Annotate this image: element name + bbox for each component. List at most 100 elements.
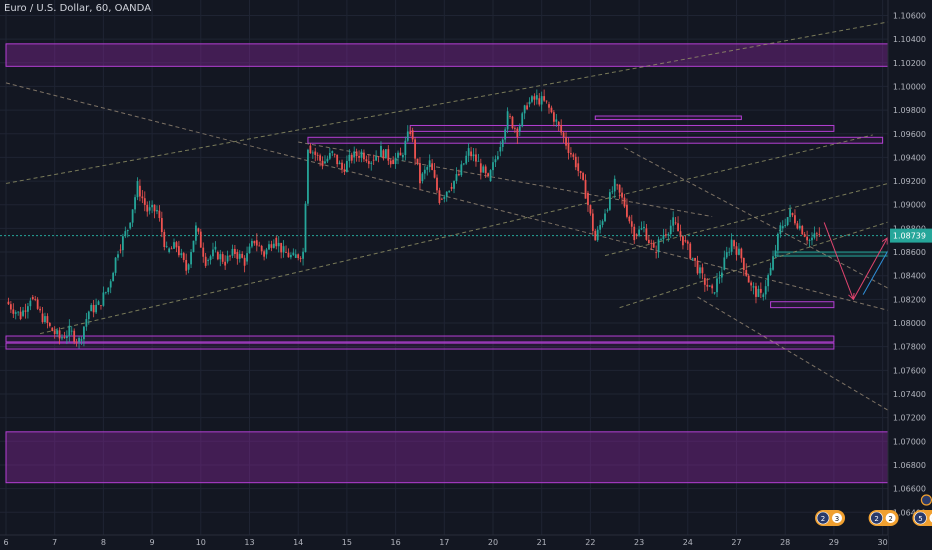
- candle-body: [285, 252, 287, 253]
- candle-body: [326, 158, 329, 162]
- candle-body: [214, 246, 217, 250]
- event-badge-top-icon: [920, 494, 932, 506]
- candle-body: [83, 326, 85, 340]
- candle-body: [170, 248, 173, 250]
- candle-body: [355, 151, 358, 157]
- candle-body: [78, 337, 80, 342]
- candle-body: [158, 210, 161, 219]
- time-tick-label-1: 7: [52, 538, 57, 547]
- candle-body: [638, 229, 640, 236]
- event-badge-text: 2: [821, 515, 825, 523]
- candle-body: [9, 304, 12, 310]
- candle-body: [594, 230, 597, 241]
- candle-body: [268, 244, 270, 250]
- candle-body: [65, 335, 68, 338]
- candle-body: [484, 166, 487, 174]
- support-zone-1: [5, 335, 835, 343]
- candle-body: [794, 215, 796, 224]
- candle-body: [496, 156, 499, 160]
- candle-body: [131, 209, 134, 223]
- candle-body: [48, 322, 51, 326]
- candle-body: [745, 270, 748, 276]
- candle-body: [438, 190, 441, 203]
- candle-body: [570, 152, 572, 155]
- resistance-zone-2: [594, 115, 742, 121]
- candle-body: [643, 226, 645, 229]
- candle-body: [402, 154, 404, 158]
- time-axis: 6 7 8 9 10 13 14 15 16 17 20 21 22 23 24 27 28 29 30: [0, 534, 888, 550]
- candle-body: [467, 148, 470, 156]
- candle-body: [384, 149, 387, 159]
- event-badge-top[interactable]: [920, 494, 932, 506]
- candle-body: [124, 231, 127, 237]
- candle-body: [601, 221, 604, 225]
- candle-body: [672, 217, 675, 226]
- candle-body: [265, 249, 268, 255]
- price-tick-label-11: 1.08400: [893, 272, 926, 281]
- candle-body: [73, 330, 76, 342]
- trend-line-0: [5, 13, 932, 184]
- candle-body: [560, 124, 563, 133]
- candle-body: [85, 319, 88, 327]
- candle-body: [160, 218, 163, 232]
- candle-body: [302, 251, 304, 259]
- support-zone-2: [770, 301, 835, 309]
- candle-body: [241, 253, 244, 258]
- candle-body: [350, 154, 353, 161]
- resistance-zone-1: [307, 136, 884, 144]
- event-badge-flag-icon: [870, 511, 883, 525]
- candle-body: [97, 301, 100, 305]
- candle-body: [238, 253, 241, 259]
- time-tick-label-8: 16: [391, 538, 401, 547]
- candle-body: [119, 249, 122, 251]
- candle-body: [591, 213, 594, 231]
- candle-body: [370, 162, 373, 164]
- candle-body: [80, 339, 83, 341]
- price-tick-label-19: 1.06800: [893, 461, 926, 470]
- candle-body: [652, 243, 655, 248]
- resistance-zone-3: [409, 124, 835, 132]
- candle-body: [608, 192, 611, 210]
- candle-body: [725, 252, 728, 258]
- candle-body: [786, 217, 789, 226]
- event-badges[interactable]: 23225332543: [815, 494, 932, 526]
- time-tick-label-5: 13: [244, 538, 254, 547]
- candle-body: [19, 311, 22, 320]
- candle-body: [46, 316, 49, 323]
- candle-body: [470, 151, 472, 157]
- time-tick-label-16: 28: [780, 538, 790, 547]
- candle-body: [706, 284, 709, 287]
- candle-body: [431, 163, 434, 170]
- candle-body: [433, 169, 436, 178]
- candle-body: [367, 161, 370, 164]
- candle-body: [779, 225, 782, 234]
- candle-body: [548, 104, 550, 108]
- candle-body: [645, 228, 648, 240]
- time-tick-label-0: 6: [3, 538, 8, 547]
- event-badge-count: 2: [888, 515, 892, 523]
- candle-body: [163, 231, 166, 247]
- candle-body: [307, 149, 309, 204]
- candle-body: [146, 204, 149, 212]
- candle-body: [63, 337, 66, 338]
- candle-body: [139, 185, 141, 197]
- trend-lines: [0, 13, 932, 437]
- candle-body: [353, 151, 356, 158]
- candle-body: [445, 191, 448, 197]
- candle-body: [92, 305, 95, 313]
- time-tick-label-7: 15: [342, 538, 352, 547]
- candle-body: [177, 246, 180, 256]
- candle-body: [151, 204, 153, 208]
- candle-body: [477, 160, 480, 162]
- candle-body: [292, 252, 295, 255]
- candle-body: [803, 234, 806, 237]
- candle-body: [31, 296, 34, 300]
- event-badge-2[interactable]: 53: [912, 510, 932, 526]
- candle-body: [808, 240, 811, 241]
- candle-body: [41, 313, 44, 323]
- candle-body: [409, 131, 412, 135]
- candle-body: [231, 248, 234, 256]
